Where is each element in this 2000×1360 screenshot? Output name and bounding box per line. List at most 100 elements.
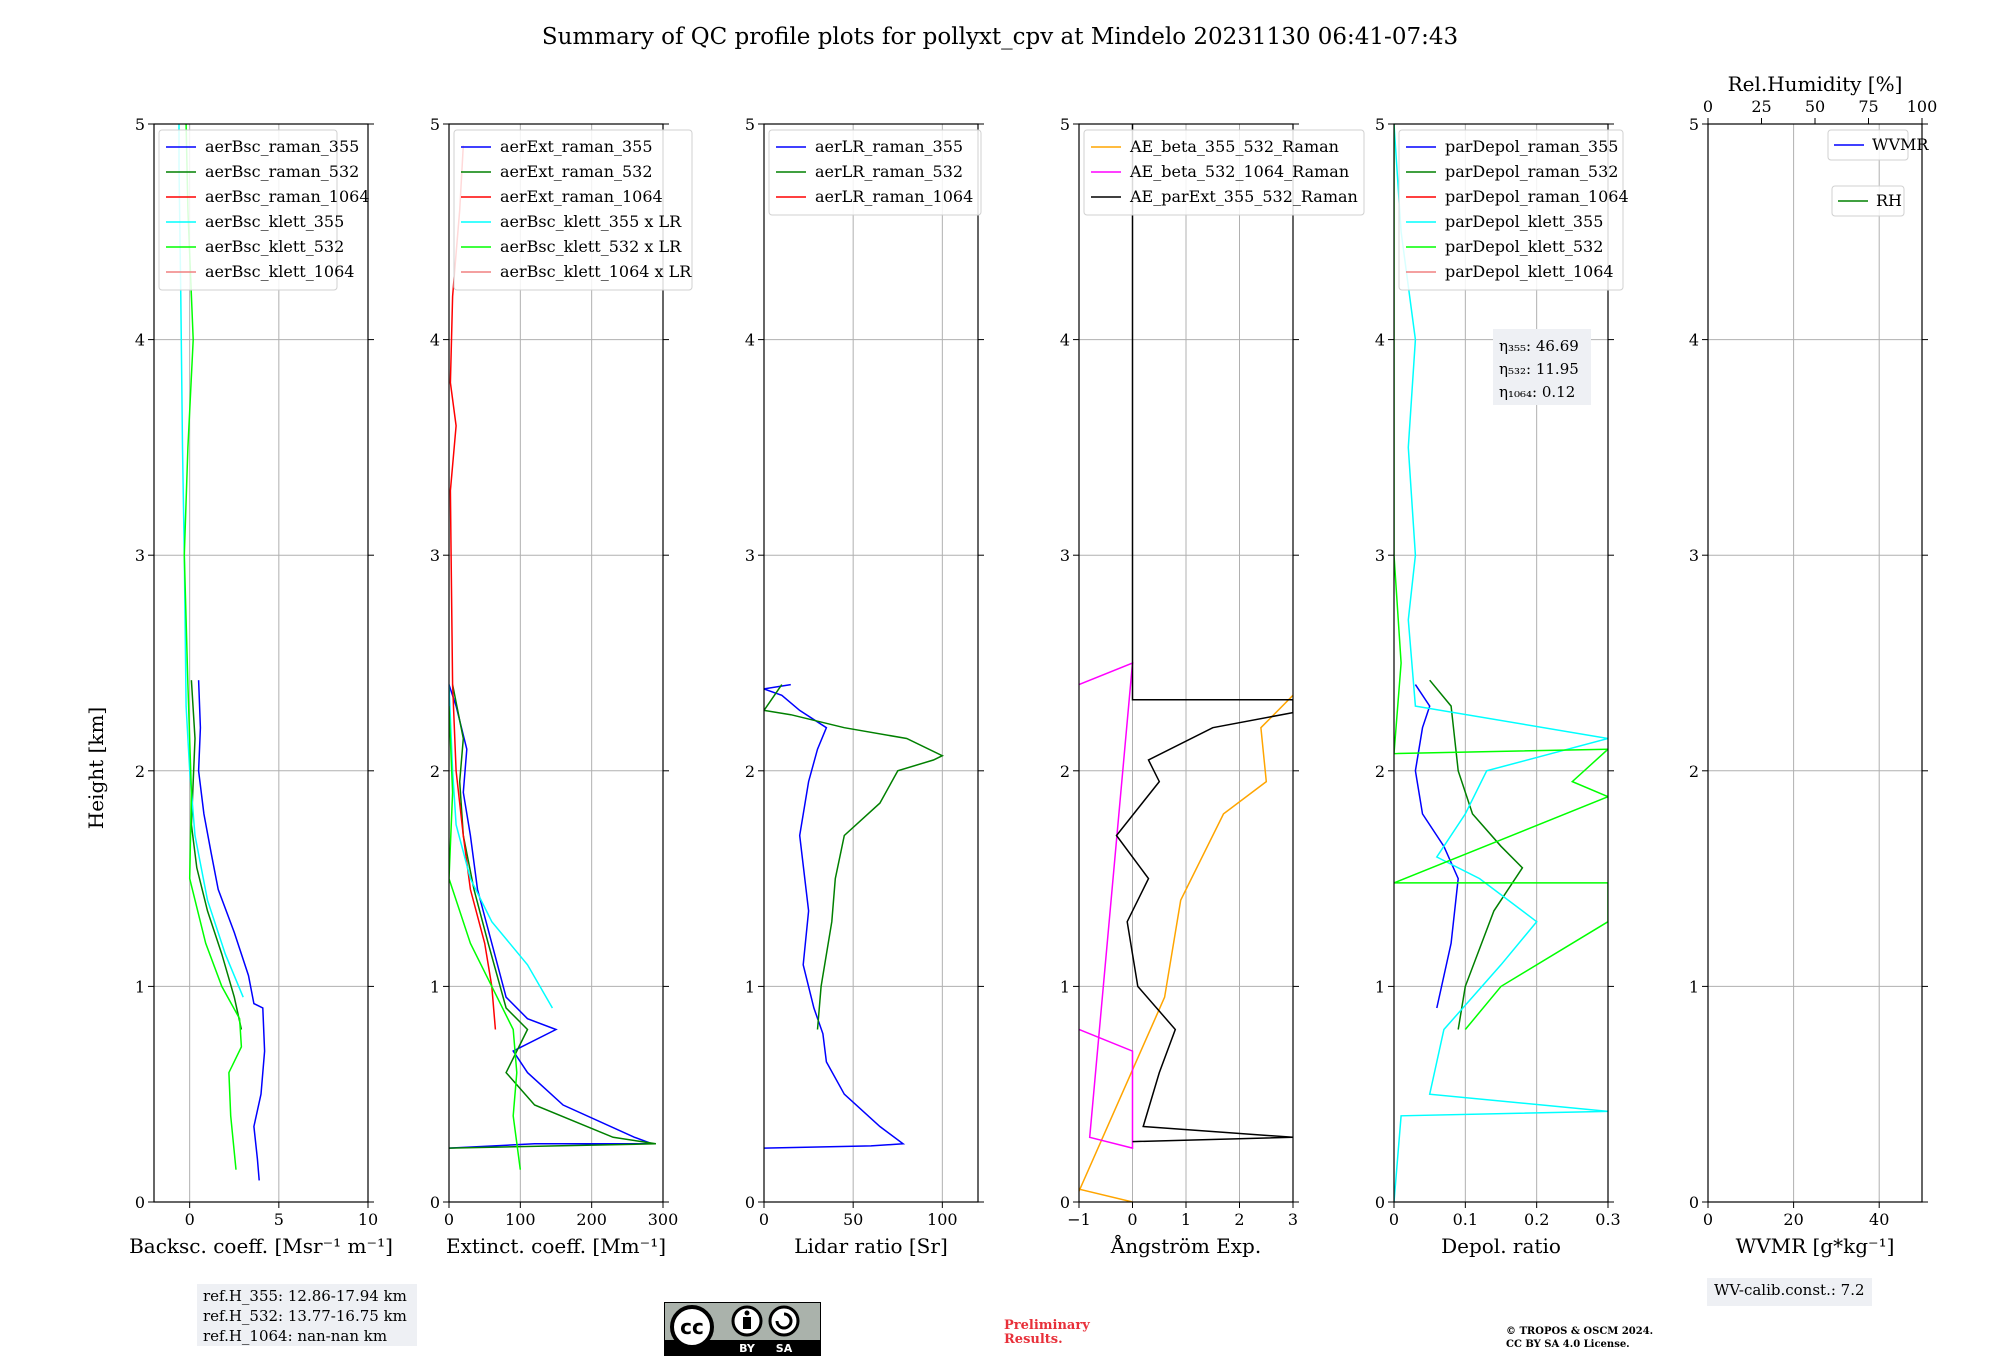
legend-box bbox=[1083, 129, 1365, 216]
y-tick-label: 2 bbox=[1689, 762, 1699, 781]
series-line-aerExt_raman_532 bbox=[449, 684, 657, 1149]
reference-height-box: ref.H_355: 12.86-17.94 km ref.H_532: 13.… bbox=[197, 1284, 417, 1346]
y-tick-label: 0 bbox=[1689, 1193, 1699, 1212]
legend-label-aerBsc_klett_532 x LR: aerBsc_klett_532 x LR bbox=[500, 237, 682, 256]
annotation-box bbox=[1493, 329, 1591, 405]
panel-1: 0 5 10 0 1 2 3 4 5 Backsc. coeff. [Msr⁻¹ m⁻¹] aerB… bbox=[129, 115, 393, 1258]
series-line-parDepol_klett_355 bbox=[1394, 124, 1608, 1202]
y-tick-label: 1 bbox=[745, 977, 755, 996]
legend-label-aerBsc_klett_1064 x LR: aerBsc_klett_1064 x LR bbox=[500, 262, 692, 281]
x-tick-label: 0 bbox=[1703, 1210, 1713, 1229]
y-tick-label: 5 bbox=[745, 115, 755, 134]
copyright-line-2: CC BY SA 4.0 License. bbox=[1506, 1339, 1630, 1350]
annotation-line: η₅₃₂: 11.95 bbox=[1499, 360, 1579, 378]
series-line-parDepol_klett_532 bbox=[1394, 124, 1608, 1030]
legend-label-AE_beta_532_1064_Raman: AE_beta_532_1064_Raman bbox=[1129, 162, 1349, 181]
legend-WVMR: WVMR bbox=[1827, 129, 1929, 161]
series-line-AE_parExt_355_532_Raman bbox=[1115, 124, 1293, 1143]
x-tick-label: 0 bbox=[1127, 1210, 1137, 1229]
y-tick-label: 3 bbox=[1060, 546, 1070, 565]
y-tick-label: 0 bbox=[430, 1193, 440, 1212]
x-axis-label: Backsc. coeff. [Msr⁻¹ m⁻¹] bbox=[129, 1234, 393, 1258]
eta-annotation: η₃₅₅: 46.69 η₅₃₂: 11.95 η₁₀₆₄: 0.12 bbox=[1493, 329, 1591, 405]
x-axis-label: WVMR [g*kg⁻¹] bbox=[1736, 1234, 1895, 1258]
legend-box bbox=[768, 129, 982, 216]
legend-label-aerBsc_raman_355: aerBsc_raman_355 bbox=[205, 137, 359, 156]
x-tick-label: 300 bbox=[648, 1210, 679, 1229]
x2-tick-label: 0 bbox=[1703, 97, 1713, 116]
y-tick-label: 2 bbox=[745, 762, 755, 781]
x2-axis-label: Rel.Humidity [%] bbox=[1728, 72, 1903, 96]
ref-height-355: ref.H_355: 12.86-17.94 km bbox=[203, 1287, 407, 1305]
axes-frame bbox=[153, 123, 369, 1203]
x-tick-label: 0.1 bbox=[1453, 1210, 1478, 1229]
y-tick-label: 4 bbox=[1375, 331, 1385, 350]
legend-label-aerExt_raman_532: aerExt_raman_532 bbox=[500, 162, 653, 181]
legend: AE_beta_355_532_Raman AE_beta_532_1064_Ra… bbox=[1083, 129, 1365, 216]
y-tick-label: 1 bbox=[1375, 977, 1385, 996]
y-tick-label: 1 bbox=[430, 977, 440, 996]
legend: parDepol_raman_355 parDepol_raman_532 parD… bbox=[1398, 129, 1629, 291]
legend-label-aerBsc_raman_532: aerBsc_raman_532 bbox=[205, 162, 359, 181]
axes-frame bbox=[1707, 123, 1923, 1203]
x2-tick-label: 50 bbox=[1805, 97, 1825, 116]
legend-label-parDepol_raman_355: parDepol_raman_355 bbox=[1445, 137, 1618, 156]
x2-tick-label: 100 bbox=[1907, 97, 1938, 116]
y-tick-label: 2 bbox=[430, 762, 440, 781]
y-tick-label: 2 bbox=[1060, 762, 1070, 781]
y-tick-label: 1 bbox=[1060, 977, 1070, 996]
preliminary-line-2: Results. bbox=[1004, 1332, 1063, 1347]
x-tick-label: 0 bbox=[759, 1210, 769, 1229]
y-tick-label: 0 bbox=[1375, 1193, 1385, 1212]
y-tick-label: 0 bbox=[135, 1193, 145, 1212]
y-tick-label: 0 bbox=[1060, 1193, 1070, 1212]
legend: aerBsc_raman_355 aerBsc_raman_532 aerBsc_r… bbox=[158, 129, 370, 291]
y-tick-label: 4 bbox=[135, 331, 145, 350]
x-tick-label: 0.2 bbox=[1524, 1210, 1549, 1229]
figure-title: Summary of QC profile plots for pollyxt_… bbox=[542, 24, 1458, 50]
legend-box bbox=[158, 129, 338, 291]
y-tick-label: 5 bbox=[1060, 115, 1070, 134]
y-tick-label: 4 bbox=[430, 331, 440, 350]
series-line-parDepol_raman_532 bbox=[1429, 679, 1524, 1030]
x2-tick-label: 75 bbox=[1858, 97, 1878, 116]
y-tick-label: 5 bbox=[135, 115, 145, 134]
x-tick-label: 0.3 bbox=[1595, 1210, 1620, 1229]
legend-label-AE_beta_355_532_Raman: AE_beta_355_532_Raman bbox=[1129, 137, 1339, 156]
legend-label-aerLR_raman_1064: aerLR_raman_1064 bbox=[815, 187, 973, 206]
y-tick-label: 2 bbox=[1375, 762, 1385, 781]
legend-label: WVMR bbox=[1872, 135, 1929, 154]
y-tick-label: 4 bbox=[745, 331, 755, 350]
x-tick-label: −1 bbox=[1067, 1210, 1091, 1229]
series-line-aerBsc_klett_532 bbox=[183, 124, 243, 1170]
legend: aerLR_raman_355 aerLR_raman_532 aerLR_rama… bbox=[768, 129, 982, 216]
svg-text:cc: cc bbox=[680, 1315, 704, 1339]
legend-box bbox=[453, 129, 693, 291]
legend: aerExt_raman_355 aerExt_raman_532 aerExt_r… bbox=[453, 129, 693, 291]
cc-sa-label: SA bbox=[776, 1342, 793, 1355]
series-line-aerLR_raman_355 bbox=[764, 683, 906, 1149]
y-tick-label: 0 bbox=[745, 1193, 755, 1212]
axes-frame bbox=[763, 123, 979, 1203]
y-tick-label: 4 bbox=[1689, 331, 1699, 350]
x-tick-label: 0 bbox=[1389, 1210, 1399, 1229]
y-tick-label: 3 bbox=[1375, 546, 1385, 565]
ref-height-1064: ref.H_1064: nan-nan km bbox=[203, 1327, 388, 1345]
x-tick-label: 100 bbox=[927, 1210, 958, 1229]
series-line-aerBsc_raman_355 bbox=[197, 680, 266, 1181]
annotation-line: η₁₀₆₄: 0.12 bbox=[1499, 383, 1575, 401]
legend-label-aerLR_raman_355: aerLR_raman_355 bbox=[815, 137, 963, 156]
series-line-aerLR_raman_532 bbox=[764, 684, 945, 1030]
annotation-line: η₃₅₅: 46.69 bbox=[1499, 337, 1579, 355]
x-axis-label: Depol. ratio bbox=[1441, 1234, 1561, 1258]
cc-by-label: BY bbox=[739, 1342, 756, 1355]
x-tick-label: 50 bbox=[843, 1210, 863, 1229]
panel-5: 0 0.1 0.2 0.3 0 1 2 3 4 5 Depol. ratio parDepol_ram… bbox=[1375, 115, 1629, 1258]
legend-label-parDepol_raman_1064: parDepol_raman_1064 bbox=[1445, 187, 1629, 206]
x-tick-label: 0 bbox=[444, 1210, 454, 1229]
y-tick-label: 5 bbox=[1689, 115, 1699, 134]
x-tick-label: 5 bbox=[274, 1210, 284, 1229]
y-tick-label: 3 bbox=[430, 546, 440, 565]
y-tick-label: 3 bbox=[745, 546, 755, 565]
